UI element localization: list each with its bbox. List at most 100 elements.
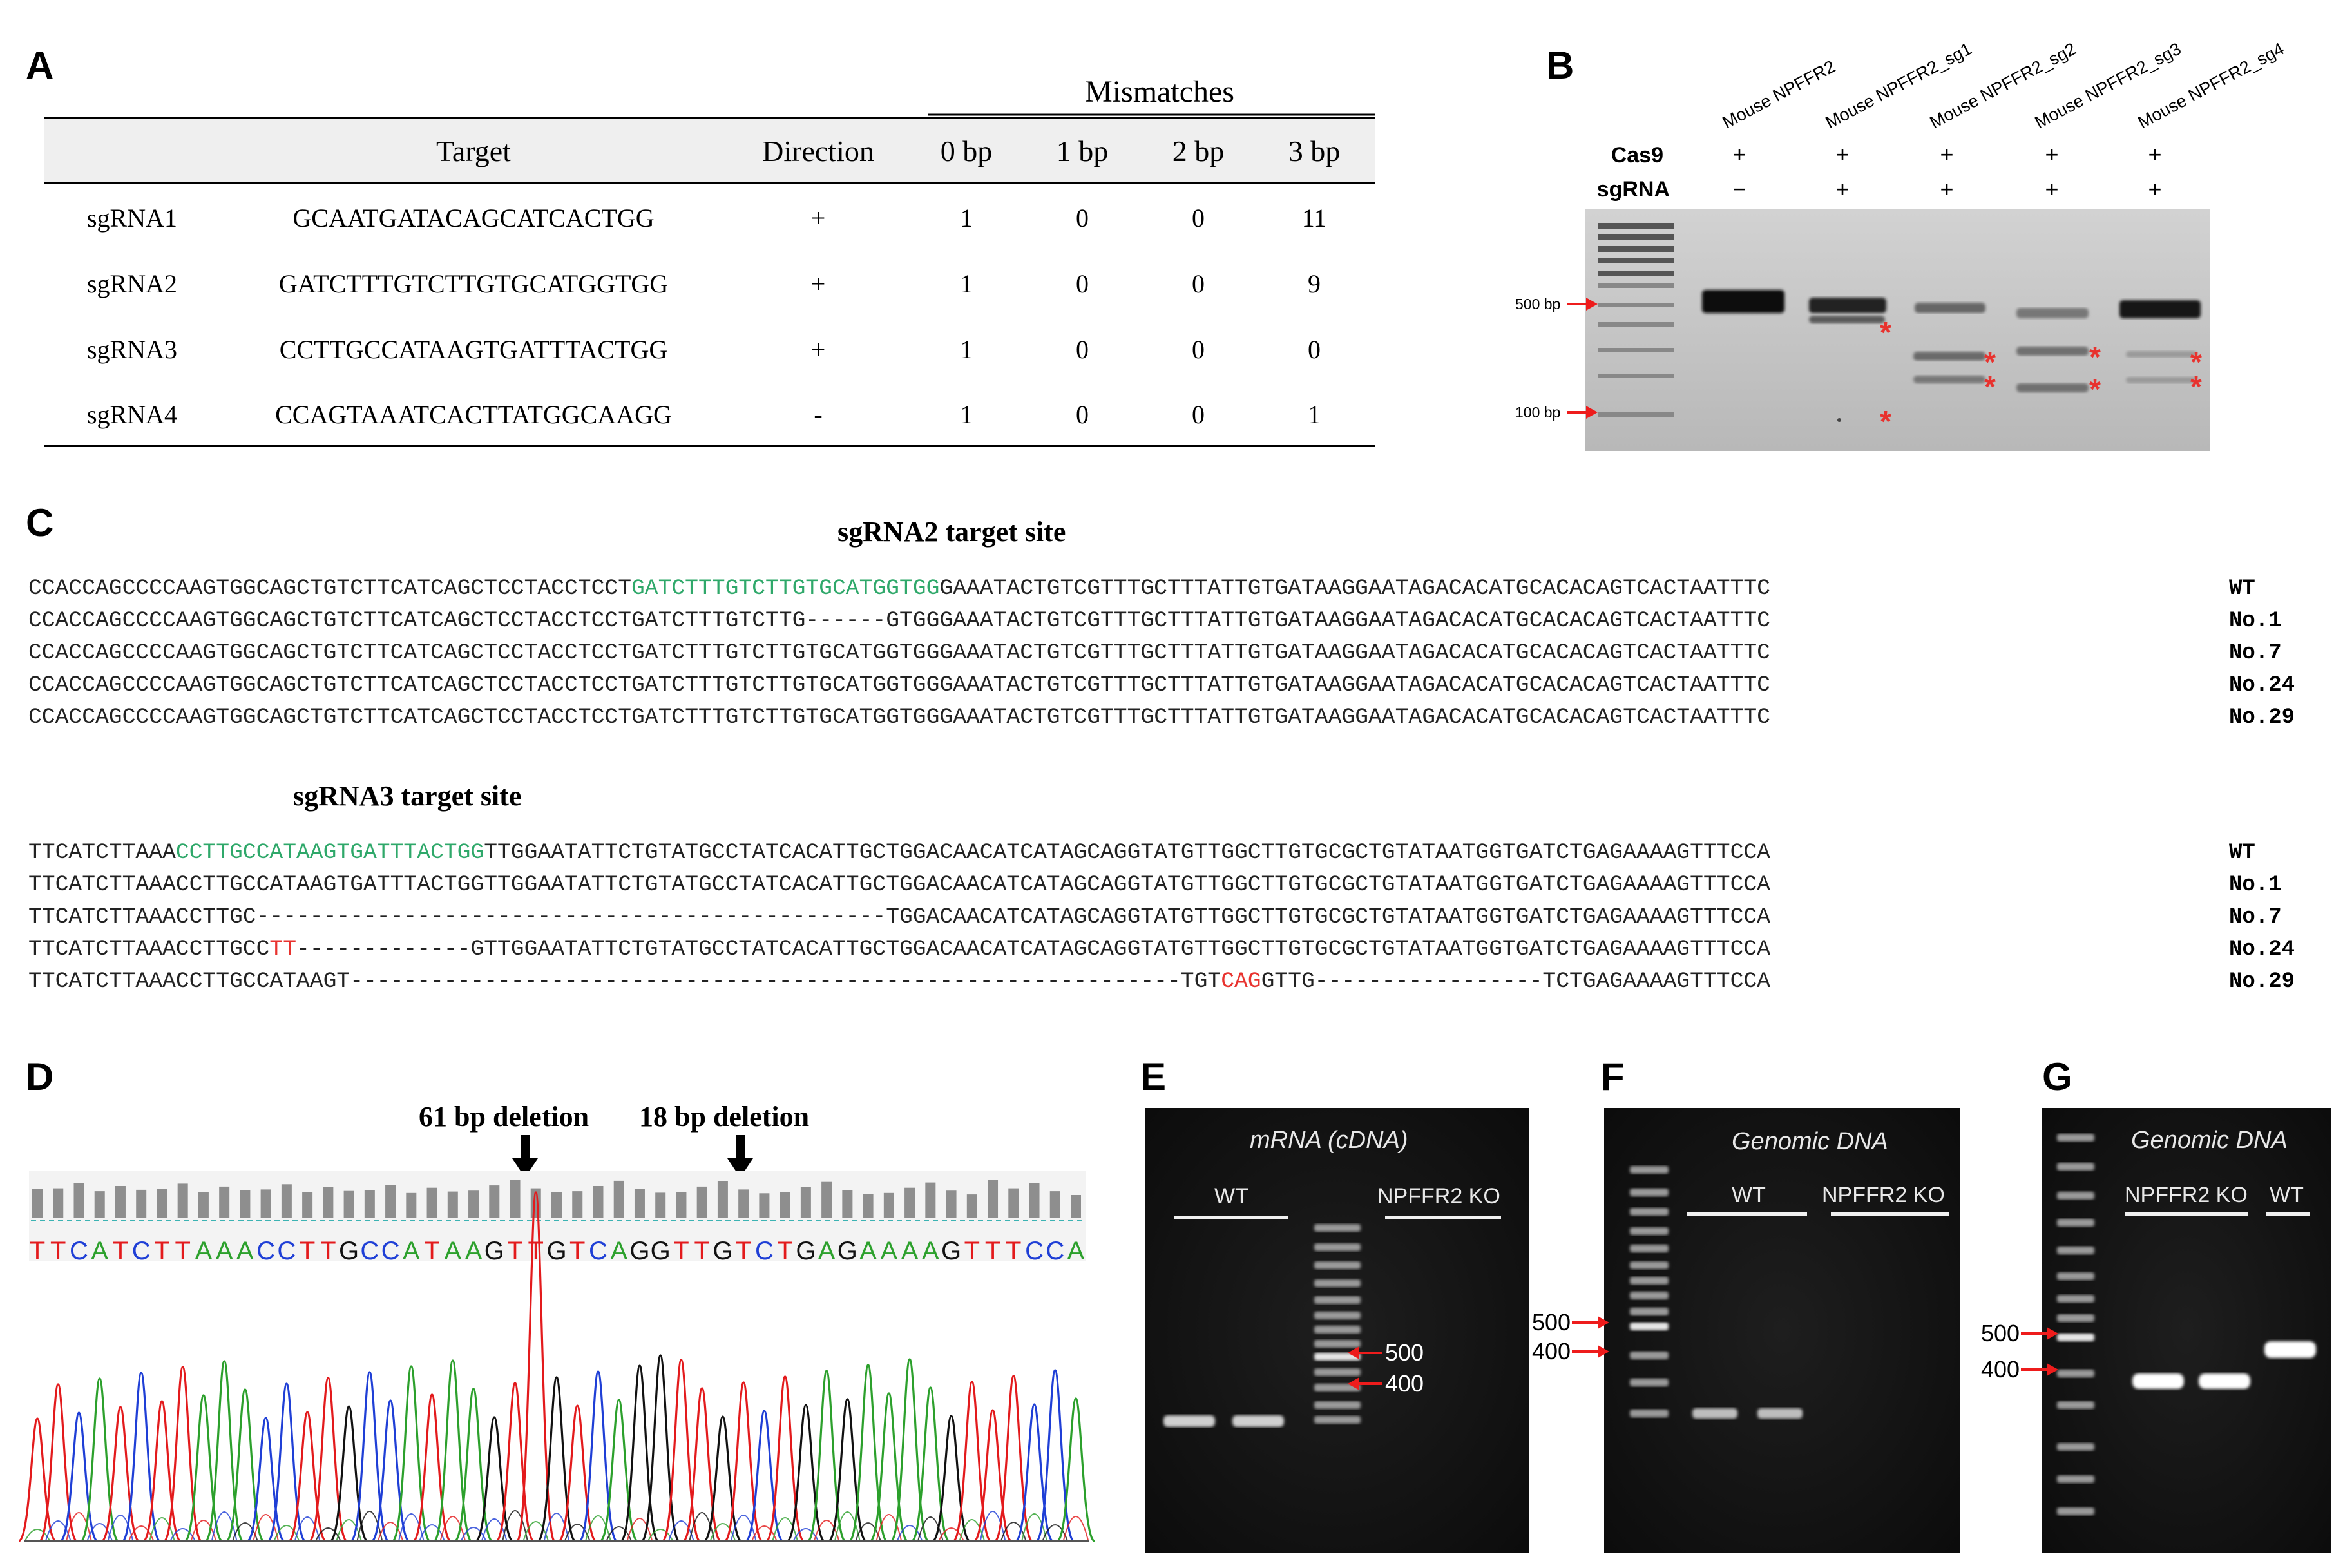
- ladder-band: [1630, 1208, 1669, 1216]
- quality-bar: [883, 1192, 894, 1218]
- quality-bar: [717, 1181, 728, 1218]
- trace-peak: [80, 1377, 120, 1542]
- quality-bar: [510, 1180, 521, 1218]
- table-cell: 0: [1192, 204, 1205, 233]
- ladder-band: [1314, 1353, 1361, 1361]
- clone-label: No.24: [2229, 937, 2295, 962]
- sgrna-table: Mismatches Target Direction 0 bp 1 bp 2 bp 3 …: [44, 75, 1375, 447]
- quality-bar: [821, 1181, 832, 1218]
- base-call: T: [113, 1237, 128, 1265]
- base-call: T: [985, 1237, 1000, 1265]
- clone-label: No.7: [2229, 905, 2282, 930]
- base-call: T: [736, 1237, 751, 1265]
- trace-background: [1021, 1513, 1047, 1542]
- gel-f-bands: [1692, 1408, 1803, 1419]
- panel-label-e: E: [1140, 1055, 1166, 1098]
- base-call: T: [154, 1237, 169, 1265]
- ladder-band: [2057, 1247, 2094, 1254]
- gel-f-400-label: 400: [1532, 1338, 1571, 1364]
- quality-bar: [53, 1188, 64, 1218]
- quality-bar: [593, 1186, 604, 1218]
- sequence-row: TTCATCTTAAACCTTGC-----------------------…: [28, 904, 1770, 930]
- base-call: A: [403, 1237, 420, 1265]
- ladder-band: [1314, 1312, 1361, 1319]
- ladder-band: [2057, 1295, 2094, 1303]
- ladder-band: [1314, 1401, 1361, 1409]
- ladder-band: [1630, 1166, 1669, 1174]
- quality-bar: [1071, 1195, 1081, 1218]
- gel-g-title: Genomic DNA: [2131, 1127, 2288, 1154]
- table-cell: sgRNA2: [87, 269, 177, 298]
- gel-b-bands: [1598, 223, 2201, 422]
- panel-label-f: F: [1601, 1055, 1625, 1098]
- cas9-sign: +: [1835, 141, 1849, 167]
- sequence-row: CCACCAGCCCCAAGTGGCAGCTGTCTTCATCAGCTCCTAC…: [28, 608, 1770, 633]
- cleavage-asterisk: *: [1984, 345, 1996, 379]
- lane-label: Mouse NPFFR2: [1719, 57, 1839, 132]
- ladder-band: [2057, 1507, 2094, 1515]
- gel-e-500-label: 500: [1385, 1339, 1424, 1366]
- sequence-row: CCACCAGCCCCAAGTGGCAGCTGTCTTCATCAGCTCCTAC…: [28, 640, 1770, 665]
- ladder-band: [1314, 1279, 1361, 1287]
- table-header-band: [44, 118, 1375, 183]
- clone-label: WT: [2229, 841, 2255, 865]
- annotation-18bp: 18 bp deletion: [639, 1101, 809, 1133]
- sgrna-sign: +: [2148, 176, 2161, 202]
- ladder-band: [1314, 1326, 1361, 1334]
- gel-f-wt-label: WT: [1732, 1183, 1766, 1207]
- base-call: C: [256, 1237, 275, 1265]
- quality-bar: [696, 1186, 707, 1218]
- trace-background: [439, 1516, 466, 1542]
- gel-f: Genomic DNA WT NPFFR2 KO 500 400: [1532, 1108, 1960, 1553]
- base-call: C: [381, 1237, 400, 1265]
- base-call: A: [610, 1237, 627, 1265]
- cleavage-asterisk: *: [2190, 370, 2202, 403]
- trace-background: [107, 1515, 134, 1542]
- quality-bar: [447, 1191, 458, 1218]
- gel-band: [2119, 300, 2201, 318]
- quality-bar: [988, 1180, 999, 1218]
- quality-bar: [94, 1191, 105, 1218]
- quality-bar: [904, 1187, 915, 1218]
- gel-g-500-label: 500: [1981, 1320, 2020, 1346]
- ladder-band: [1314, 1368, 1361, 1376]
- cleavage-asterisk: *: [2089, 340, 2101, 374]
- table-cell: sgRNA1: [87, 204, 177, 233]
- ladder-band: [1598, 271, 1674, 276]
- base-call: G: [796, 1237, 816, 1265]
- column-header: 1 bp: [1057, 135, 1109, 167]
- trace-peak: [1035, 1369, 1075, 1542]
- trace-peak: [391, 1365, 431, 1542]
- trace-peak: [848, 1364, 888, 1542]
- trace-peak: [204, 1360, 244, 1542]
- gel-band: [1837, 418, 1841, 422]
- table-cell: 0: [1076, 204, 1089, 233]
- quality-bar: [759, 1193, 770, 1218]
- trace-background: [689, 1512, 715, 1542]
- trace-peak: [308, 1377, 348, 1542]
- ladder-band: [1598, 223, 1674, 229]
- base-call: G: [546, 1237, 566, 1265]
- base-call: T: [777, 1237, 792, 1265]
- base-call: A: [859, 1237, 877, 1265]
- base-call: T: [320, 1237, 336, 1265]
- sgrna-sign: +: [1940, 176, 1953, 202]
- marker-500bp: 500 bp: [1515, 296, 1560, 312]
- trace-peak: [516, 1191, 556, 1542]
- table-cell: -: [814, 400, 822, 429]
- quality-bar: [1029, 1183, 1040, 1218]
- gel-g-wt-label: WT: [2270, 1183, 2304, 1207]
- ladder-band: [1314, 1416, 1361, 1424]
- column-header: Target: [436, 135, 511, 167]
- sequence-row: TTCATCTTAAACCTTGCCATAAGT----------------…: [28, 969, 1770, 994]
- base-call: A: [195, 1237, 213, 1265]
- ladder-band: [1630, 1379, 1669, 1386]
- ladder-band: [1314, 1261, 1361, 1269]
- table-row: sgRNA1 GCAATGATACAGCATCACTGG +1 0 0 11: [87, 204, 1326, 233]
- trace-peak: [163, 1366, 203, 1542]
- table-cell: 0: [1308, 335, 1321, 364]
- quality-bar: [385, 1185, 396, 1218]
- table-cell: 9: [1308, 269, 1321, 298]
